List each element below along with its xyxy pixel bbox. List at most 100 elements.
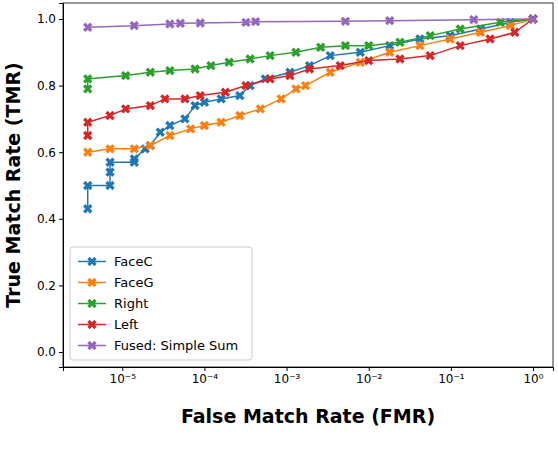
y-tick-mark	[59, 19, 63, 20]
marker	[393, 35, 407, 49]
y-tick-mark	[59, 285, 63, 286]
marker	[233, 109, 247, 123]
marker	[508, 25, 522, 39]
marker	[383, 45, 397, 59]
x-tick: 10⁻²	[356, 367, 383, 386]
marker	[119, 69, 133, 83]
marker	[274, 92, 288, 106]
marker	[197, 119, 211, 133]
y-tick: 0.4	[37, 212, 63, 226]
marker	[193, 89, 207, 103]
marker	[143, 139, 157, 153]
marker	[214, 115, 228, 129]
y-axis-title: True Match Rate (TMR)	[2, 62, 24, 307]
legend-marker	[85, 275, 99, 289]
y-tick: 1.0	[37, 12, 63, 26]
marker	[178, 92, 192, 106]
marker	[81, 178, 95, 192]
marker	[204, 59, 218, 73]
marker	[103, 165, 117, 179]
marker	[453, 22, 467, 36]
x-tick-label: 10⁻⁴	[192, 372, 219, 386]
marker	[443, 32, 457, 46]
y-tick-label: 0.6	[37, 146, 56, 160]
x-tick-label: 10⁻¹	[438, 372, 465, 386]
marker	[163, 64, 177, 78]
marker	[333, 59, 347, 73]
marker	[173, 16, 187, 30]
series-line	[88, 19, 533, 136]
marker	[184, 122, 198, 136]
marker	[103, 142, 117, 156]
marker	[289, 82, 303, 96]
legend-label: Right	[114, 296, 148, 311]
y-tick-mark	[59, 352, 63, 353]
marker	[81, 82, 95, 96]
marker	[127, 142, 141, 156]
y-axis-line	[59, 4, 64, 368]
frame	[63, 3, 553, 367]
y-tick-label: 1.0	[37, 12, 56, 26]
x-tick-mark	[451, 367, 452, 371]
x-tick: 10⁻³	[274, 367, 301, 386]
legend-marker	[85, 338, 99, 352]
marker	[188, 62, 202, 76]
marker	[362, 39, 376, 53]
y-tick: 0.2	[37, 279, 63, 293]
marker	[526, 12, 540, 26]
marker	[239, 79, 253, 93]
x-tick-label: 10⁻³	[274, 372, 301, 386]
marker	[103, 109, 117, 123]
marker	[298, 79, 312, 93]
legend-marker	[85, 317, 99, 331]
y-tick-mark	[59, 152, 63, 153]
data-layer	[81, 12, 540, 216]
legend-label: FaceG	[114, 275, 153, 290]
marker	[314, 40, 328, 54]
y-tick-mark	[59, 219, 63, 220]
marker	[302, 62, 316, 76]
marker	[163, 129, 177, 143]
marker	[127, 152, 141, 166]
marker	[283, 69, 297, 83]
marker	[474, 25, 488, 39]
marker	[81, 20, 95, 34]
marker	[193, 16, 207, 30]
marker	[81, 115, 95, 129]
y-tick: 0.6	[37, 146, 63, 160]
x-tick-mark	[369, 367, 370, 371]
x-tick-mark	[533, 367, 534, 371]
marker	[188, 99, 202, 113]
legend-label: Fused: Simple Sum	[114, 338, 238, 353]
legend-item: FaceG	[78, 275, 153, 290]
legend-item: Left	[78, 317, 138, 332]
marker	[158, 92, 172, 106]
y-tick-mark	[59, 86, 63, 87]
marker	[338, 39, 352, 53]
series-line	[88, 19, 533, 89]
legend-marker	[85, 254, 99, 268]
marker	[178, 112, 192, 126]
marker	[423, 29, 437, 43]
x-tick: 10⁻⁵	[110, 367, 137, 386]
marker	[289, 45, 303, 59]
marker	[239, 15, 253, 29]
chart: 10⁻⁵10⁻⁴10⁻³10⁻²10⁻¹10⁰0.00.20.40.60.81.…	[0, 0, 558, 456]
x-tick-label: 10⁻²	[356, 372, 383, 386]
marker	[127, 19, 141, 33]
marker	[143, 65, 157, 79]
legend: FaceC FaceG Right Left Fused: Simple Sum	[70, 247, 252, 360]
legend-item: FaceC	[78, 254, 152, 269]
series-line	[88, 19, 533, 27]
marker	[81, 202, 95, 216]
marker	[81, 145, 95, 159]
y-tick-label: 0.2	[37, 279, 56, 293]
y-tick: 0.0	[37, 345, 63, 359]
y-tick-label: 0.8	[37, 79, 56, 93]
marker	[163, 17, 177, 31]
marker	[163, 119, 177, 133]
marker	[413, 39, 427, 53]
y-tick-label: 0.4	[37, 212, 56, 226]
y-tick-label: 0.0	[37, 345, 56, 359]
marker	[263, 72, 277, 86]
